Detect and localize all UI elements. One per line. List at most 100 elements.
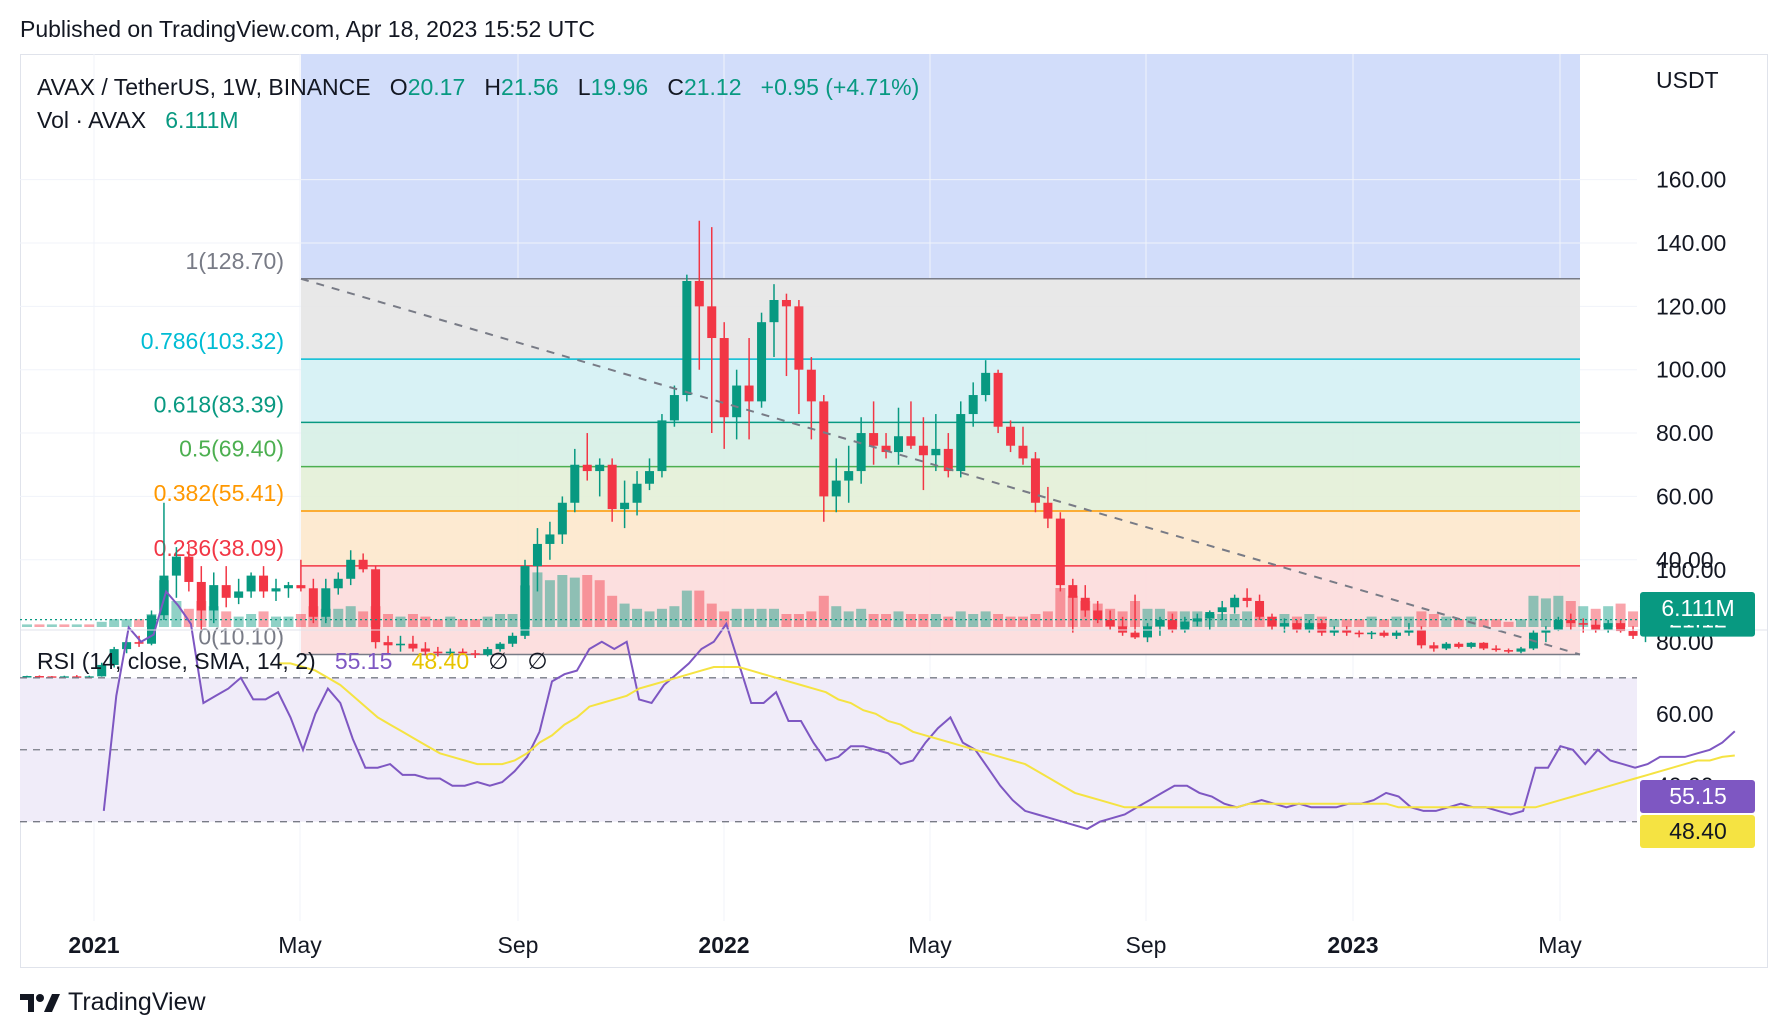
candle-body — [582, 464, 592, 472]
candle-body — [171, 556, 181, 576]
candle-body — [757, 322, 767, 402]
volume-bar — [681, 590, 692, 627]
volume-bar — [283, 616, 294, 627]
fib-level-label: 0.236(38.09) — [154, 535, 284, 561]
candle-body — [1392, 632, 1401, 636]
candle-body — [657, 420, 667, 472]
volume-bar — [968, 614, 979, 627]
candle-body — [420, 648, 430, 652]
rsi-line — [102, 589, 1736, 830]
time-axis-tick: Sep — [498, 932, 539, 958]
volume-bar — [495, 614, 506, 627]
volume-bar — [84, 624, 95, 627]
fib-zone — [301, 510, 1580, 566]
volume-bar — [1503, 621, 1514, 627]
rsi-label: RSI (14, close, SMA, 14, 2) — [37, 648, 316, 674]
volume-bar — [557, 575, 568, 627]
candle-body — [246, 575, 256, 592]
volume-bar — [706, 603, 717, 627]
candle-body — [22, 676, 32, 678]
volume-bar — [918, 614, 929, 627]
candle-body — [744, 385, 754, 402]
candle-body — [557, 502, 567, 535]
fib-extension-zone — [301, 54, 1580, 279]
tradingview-logo[interactable]: TradingView — [20, 988, 206, 1017]
volume-bar — [470, 619, 481, 627]
volume-bar — [121, 619, 132, 627]
candle-body — [1454, 643, 1464, 647]
candle-body — [147, 615, 156, 644]
candle-body — [1242, 597, 1252, 601]
candle-body — [906, 436, 916, 446]
volume-bar — [1018, 616, 1028, 627]
volume-bar — [656, 608, 667, 627]
candle-body — [1143, 626, 1152, 638]
fib-zone — [301, 422, 1580, 467]
candle-body — [271, 588, 281, 592]
candle-body — [831, 480, 841, 497]
volume-bar — [1217, 614, 1228, 627]
candle-body — [1354, 632, 1364, 635]
volume-bar — [1628, 611, 1639, 627]
volume-bar — [793, 614, 804, 627]
volume-bar — [183, 608, 194, 627]
volume-bar — [569, 577, 580, 627]
candle-body — [1105, 619, 1115, 627]
candle-body — [346, 559, 356, 579]
candle-body — [1006, 426, 1016, 446]
volume-bar — [1403, 616, 1414, 627]
candle-body — [470, 653, 480, 655]
candle-body — [1018, 445, 1028, 459]
price-axis-tick: 80.00 — [1656, 420, 1714, 446]
volume-bar — [246, 614, 257, 627]
volume-bar — [632, 608, 643, 627]
candle-body — [1317, 623, 1327, 633]
na-icon: ∅ — [488, 648, 509, 674]
candle-body — [1329, 629, 1339, 633]
candle-body — [97, 664, 107, 677]
candle-body — [1566, 619, 1576, 624]
candle-body — [981, 372, 991, 396]
volume-bar — [271, 616, 281, 627]
volume-bar — [1615, 603, 1626, 627]
candle-body — [1267, 616, 1277, 627]
volume-bar — [1379, 619, 1390, 627]
candle-body — [645, 471, 654, 484]
candle-body — [806, 369, 816, 402]
volume-bar — [1528, 595, 1539, 627]
volume-bar — [1329, 619, 1340, 627]
candle-body — [881, 445, 891, 453]
candle-body — [1093, 610, 1103, 620]
candle-body — [1180, 621, 1190, 630]
volume-bar — [46, 624, 57, 627]
symbol-label: AVAX / TetherUS, 1W, BINANCE — [37, 74, 371, 100]
volume-bar — [1391, 616, 1402, 627]
volume-bar — [1042, 611, 1053, 627]
volume-bar — [457, 619, 468, 627]
candle-body — [1055, 518, 1065, 586]
volume-bar — [1578, 606, 1589, 627]
candle-body — [234, 591, 244, 598]
rsi-sma-badge: 48.40 — [1669, 818, 1727, 844]
candle-body — [1068, 585, 1078, 598]
volume-bar — [781, 614, 792, 627]
candle-body — [72, 676, 82, 678]
time-axis-tick: 2021 — [68, 932, 119, 958]
high-label: H — [484, 74, 502, 100]
volume-bar — [1229, 614, 1240, 627]
volume-bar — [868, 614, 879, 627]
candle-body — [1616, 623, 1626, 632]
candle-body — [495, 643, 505, 650]
candle-body — [1603, 623, 1613, 630]
volume-bar — [482, 616, 493, 627]
candle-body — [1167, 619, 1177, 630]
candle-body — [1080, 597, 1090, 611]
candle-body — [184, 556, 194, 582]
volume-bar — [22, 624, 32, 627]
candle-body — [209, 585, 219, 611]
published-caption: Published on TradingView.com, Apr 18, 20… — [20, 16, 595, 42]
volume-bar — [407, 614, 418, 627]
close-label: C — [667, 74, 684, 100]
candle-body — [1441, 643, 1451, 649]
